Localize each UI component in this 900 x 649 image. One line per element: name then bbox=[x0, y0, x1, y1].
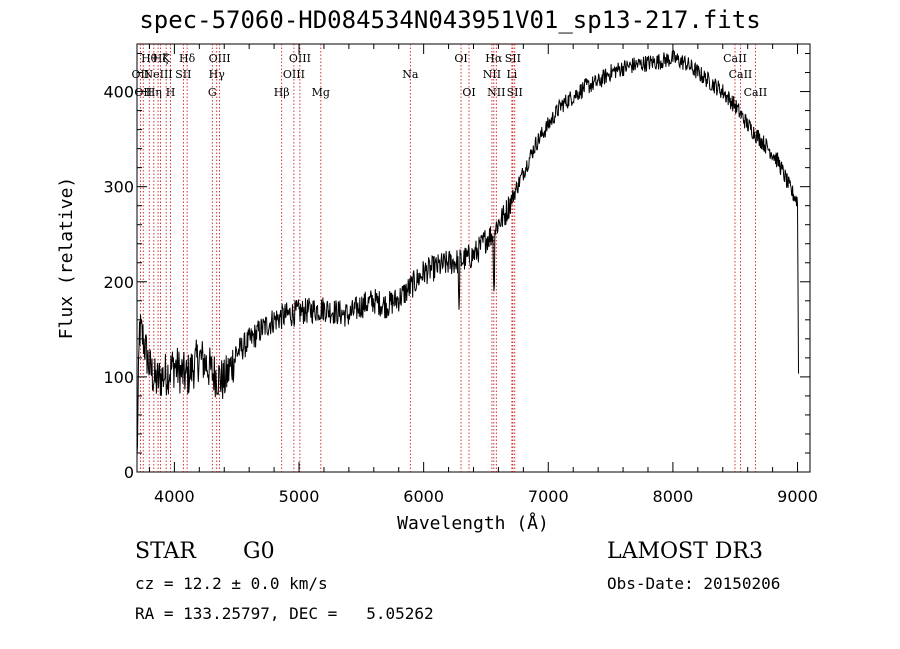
y-axis-ticks: 0 100 200 300 400 bbox=[103, 53, 810, 482]
y-tick-label: 300 bbox=[103, 178, 134, 197]
line-marker-label: OIII bbox=[289, 52, 311, 65]
line-marker-label: Hβ bbox=[274, 86, 290, 99]
x-tick-label: 6000 bbox=[403, 487, 444, 506]
line-marker-label: OI bbox=[462, 86, 475, 99]
object-class: STAR bbox=[135, 539, 196, 564]
line-marker-label: K bbox=[162, 52, 171, 65]
object-subclass: G0 bbox=[243, 539, 275, 564]
line-marker-label: Hζ bbox=[153, 52, 169, 65]
line-marker-label: NII bbox=[483, 68, 501, 81]
y-tick-label: 100 bbox=[103, 368, 134, 387]
chart-title: spec-57060-HD084534N043951V01_sp13-217.f… bbox=[139, 6, 761, 34]
spectrum-line bbox=[136, 48, 799, 456]
redshift-text: cz = 12.2 ± 0.0 km/s bbox=[135, 574, 328, 593]
line-marker-label: Hδ bbox=[179, 52, 196, 65]
line-marker-label: CaII bbox=[723, 52, 747, 65]
x-axis-label: Wavelength (Å) bbox=[397, 512, 549, 534]
line-marker-label: OIII bbox=[283, 68, 305, 81]
line-marker-label: CaII bbox=[744, 86, 768, 99]
line-marker-label: OI bbox=[454, 52, 467, 65]
line-marker-label: G bbox=[208, 86, 217, 99]
line-marker-label: OII bbox=[132, 68, 150, 81]
line-marker-label: SII bbox=[507, 86, 523, 99]
y-tick-label: 0 bbox=[124, 463, 134, 482]
y-axis-label: Flux (relative) bbox=[56, 177, 77, 340]
survey-name: LAMOST DR3 bbox=[607, 539, 763, 564]
x-axis-ticks: 4000 5000 6000 7000 8000 9000 bbox=[148, 44, 818, 506]
line-marker-label: CaII bbox=[729, 68, 753, 81]
line-marker-label: OII bbox=[134, 86, 152, 99]
obs-date-text: Obs-Date: 20150206 bbox=[607, 574, 781, 593]
coords-text: RA = 133.25797, DEC = 5.05262 bbox=[135, 604, 434, 623]
y-tick-label: 200 bbox=[103, 273, 134, 292]
x-tick-label: 8000 bbox=[653, 487, 694, 506]
line-marker-label: Hγ bbox=[209, 68, 226, 81]
x-tick-label: 7000 bbox=[528, 487, 569, 506]
line-marker-label: OIII bbox=[209, 52, 231, 65]
line-marker-label: Na bbox=[402, 68, 419, 81]
line-marker-label: Mg bbox=[312, 86, 330, 99]
emission-line-labels: OII OII Hθ Hη NeIII HζK H SII Hδ G Hγ OIII Hβ OIII OII… bbox=[132, 52, 768, 99]
line-marker-label: Hθ bbox=[141, 52, 158, 65]
x-tick-label: 4000 bbox=[154, 487, 195, 506]
line-marker-label: NII bbox=[487, 86, 505, 99]
emission-line-markers bbox=[139, 44, 756, 472]
x-tick-label: 5000 bbox=[279, 487, 320, 506]
line-marker-label: NeIII bbox=[143, 68, 172, 81]
line-marker-label: H bbox=[166, 86, 176, 99]
line-marker-label: Hα bbox=[485, 52, 503, 65]
line-marker-label: Hη bbox=[146, 86, 162, 99]
line-marker-label: Li bbox=[506, 68, 517, 81]
x-tick-label: 9000 bbox=[777, 487, 818, 506]
line-marker-label: SII bbox=[175, 68, 191, 81]
y-tick-label: 400 bbox=[103, 83, 134, 102]
line-marker-label: SII bbox=[505, 52, 521, 65]
